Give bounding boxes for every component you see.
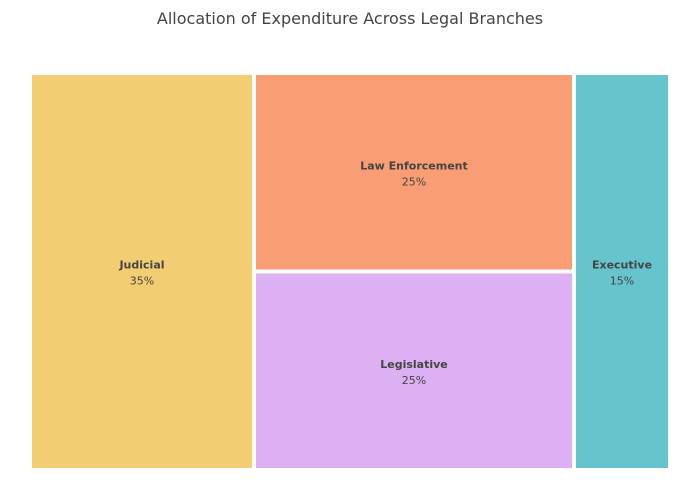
- tile-rect-judicial: [32, 75, 252, 468]
- tile-label-judicial: Judicial: [118, 259, 164, 272]
- tile-rect-legislative: [256, 274, 572, 469]
- tile-label-law-enforcement: Law Enforcement: [360, 159, 468, 172]
- tile-value-judicial: 35%: [130, 275, 154, 288]
- tile-judicial: Judicial 35%: [32, 75, 252, 468]
- tile-executive: Executive 15%: [576, 75, 668, 468]
- tile-rect-law-enforcement: [256, 75, 572, 270]
- tile-label-legislative: Legislative: [380, 358, 448, 371]
- tile-law-enforcement: Law Enforcement 25%: [256, 75, 572, 270]
- tile-value-executive: 15%: [610, 275, 634, 288]
- tile-rect-executive: [576, 75, 668, 468]
- tile-legislative: Legislative 25%: [256, 274, 572, 469]
- tile-label-executive: Executive: [592, 259, 652, 272]
- tile-value-law-enforcement: 25%: [402, 175, 426, 188]
- tile-value-legislative: 25%: [402, 374, 426, 387]
